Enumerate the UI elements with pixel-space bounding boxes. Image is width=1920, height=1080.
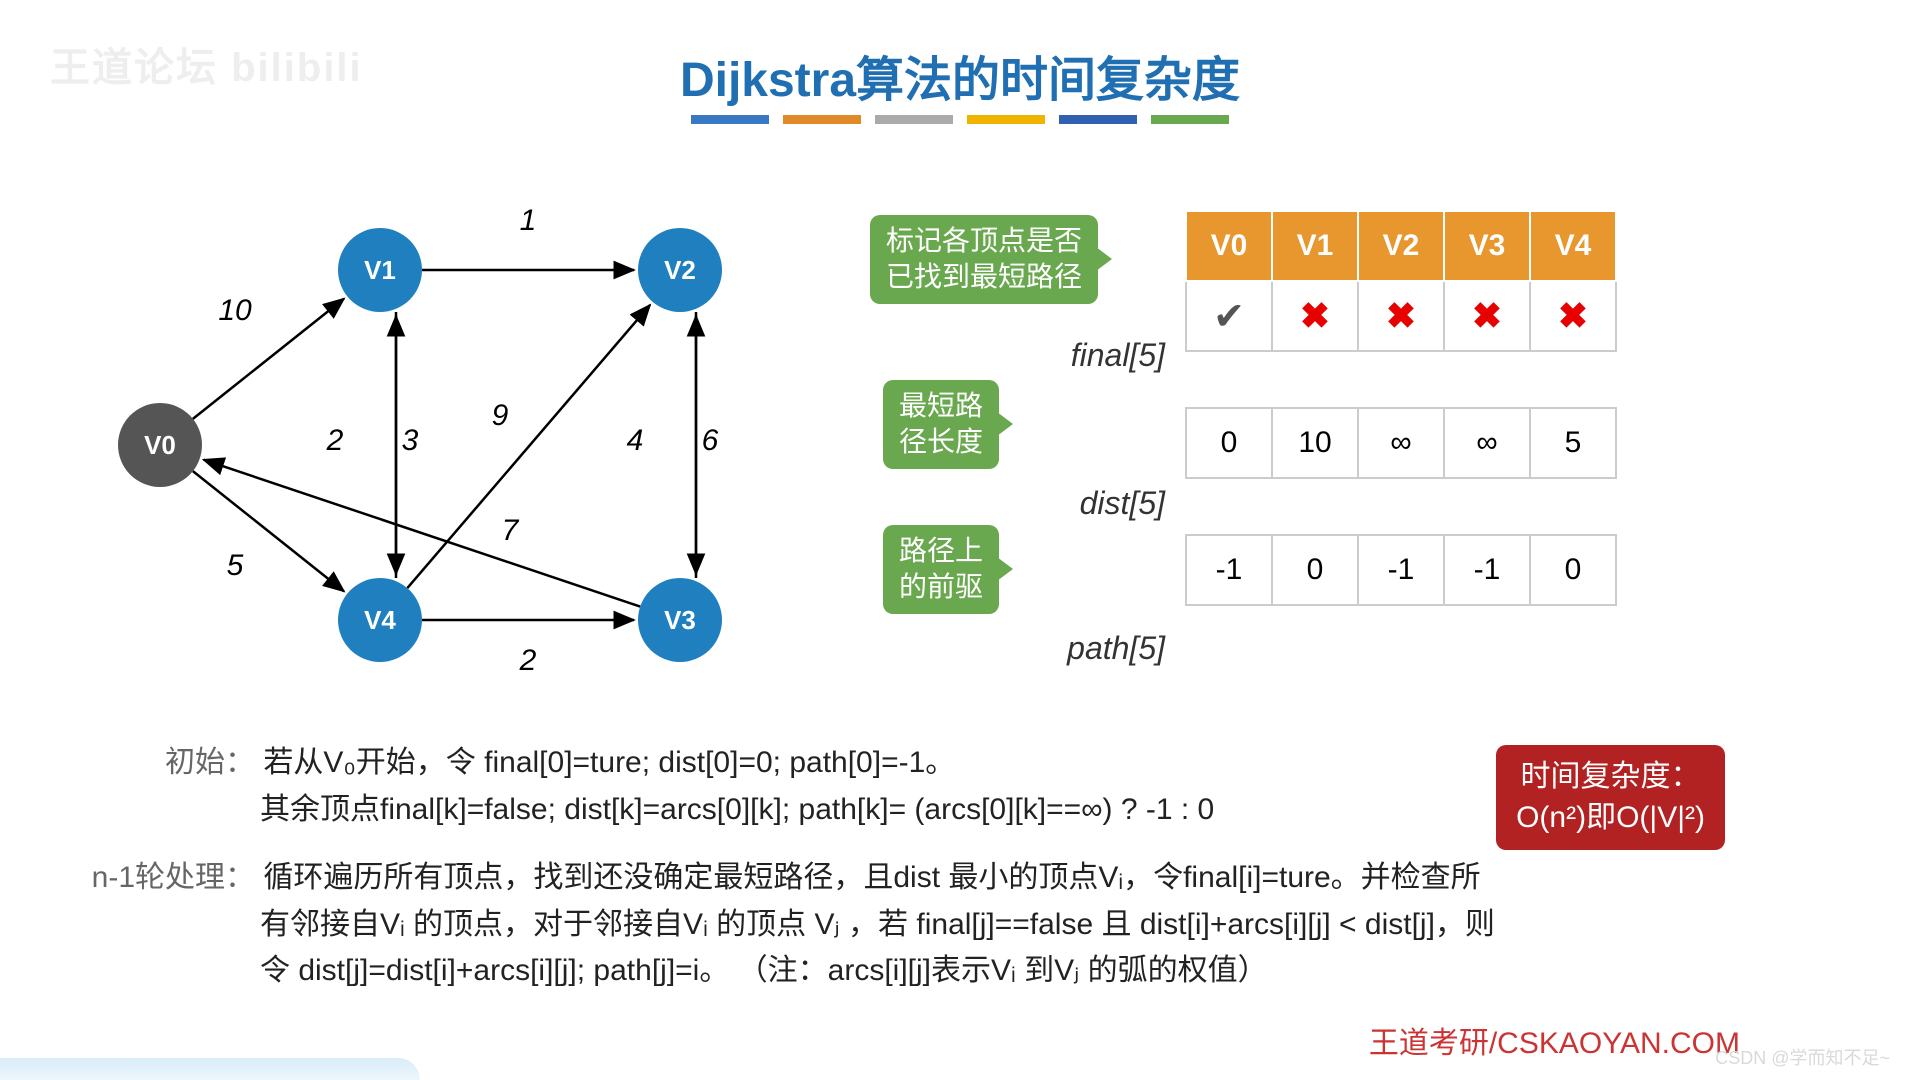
svg-text:10: 10 xyxy=(218,294,252,327)
table-header: V2 xyxy=(1358,211,1444,281)
svg-text:V3: V3 xyxy=(664,605,696,635)
label-dist: dist[5] xyxy=(1050,485,1165,522)
table-cell: ✖ xyxy=(1444,281,1530,351)
table-cell: -1 xyxy=(1186,535,1272,605)
loop-line1: 循环遍历所有顶点，找到还没确定最短路径，且dist 最小的顶点Vᵢ，令final… xyxy=(263,861,1480,894)
table-cell: ✖ xyxy=(1358,281,1444,351)
footer-wave xyxy=(0,1058,420,1080)
bubble-dist-l2: 径长度 xyxy=(899,426,983,457)
table-cell: ✖ xyxy=(1530,281,1616,351)
label-path: path[5] xyxy=(1035,630,1165,667)
table-header: V1 xyxy=(1272,211,1358,281)
svg-text:2: 2 xyxy=(519,644,537,677)
svg-text:9: 9 xyxy=(492,399,509,432)
bubble-final-l2: 已找到最短路径 xyxy=(886,261,1082,292)
table-cell: 0 xyxy=(1186,408,1272,478)
bubble-path-l1: 路径上 xyxy=(899,535,983,566)
svg-text:3: 3 xyxy=(402,424,419,457)
table-cell: ∞ xyxy=(1444,408,1530,478)
svg-text:2: 2 xyxy=(326,424,344,457)
table-header: V3 xyxy=(1444,211,1530,281)
svg-text:1: 1 xyxy=(520,204,537,237)
watermark-left: 王道论坛 bilibili xyxy=(50,35,363,93)
bubble-path: 路径上 的前驱 xyxy=(883,525,999,614)
init-line1: 若从V₀开始，令 final[0]=ture; dist[0]=0; path[… xyxy=(263,746,955,779)
notes-block: 初始： 若从V₀开始，令 final[0]=ture; dist[0]=0; p… xyxy=(160,740,1495,995)
bubble-final: 标记各顶点是否 已找到最短路径 xyxy=(870,215,1098,304)
table-dist: 010∞∞5 xyxy=(1185,407,1617,479)
svg-text:7: 7 xyxy=(502,514,520,547)
table-cell: 0 xyxy=(1272,535,1358,605)
footer-csdn: CSDN @学而知不足~ xyxy=(1715,1044,1890,1070)
svg-text:V4: V4 xyxy=(364,605,396,635)
table-header: V0 xyxy=(1186,211,1272,281)
bubble-dist-l1: 最短路 xyxy=(899,390,983,421)
page-title: Dijkstra算法的时间复杂度 xyxy=(680,40,1240,110)
init-label: 初始： xyxy=(160,740,255,787)
table-cell: -1 xyxy=(1358,535,1444,605)
loop-label: n-1轮处理： xyxy=(65,855,255,902)
svg-text:6: 6 xyxy=(702,424,719,457)
table-cell: ∞ xyxy=(1358,408,1444,478)
label-final: final[5] xyxy=(1035,337,1165,374)
svg-text:5: 5 xyxy=(227,549,244,582)
table-header: V4 xyxy=(1530,211,1616,281)
svg-text:V1: V1 xyxy=(364,255,396,285)
table-header-final: V0V1V2V3V4 ✔✖✖✖✖ xyxy=(1185,210,1617,352)
svg-text:4: 4 xyxy=(627,424,644,457)
loop-line3: 令 dist[j]=dist[i]+arcs[i][j]; path[j]=i。… xyxy=(260,954,1268,987)
svg-text:V0: V0 xyxy=(144,430,176,460)
graph-diagram: V0 V1 V2 V3 V4 10 1 5 2 3 9 4 6 7 2 xyxy=(90,170,790,730)
table-cell: -1 xyxy=(1444,535,1530,605)
table-cell: ✔ xyxy=(1186,281,1272,351)
svg-text:V2: V2 xyxy=(664,255,696,285)
complexity-l2: O(n²)即O(|V|²) xyxy=(1516,801,1705,834)
bubble-final-l1: 标记各顶点是否 xyxy=(886,225,1082,256)
complexity-box: 时间复杂度： O(n²)即O(|V|²) xyxy=(1496,745,1725,850)
table-cell: ✖ xyxy=(1272,281,1358,351)
bubble-path-l2: 的前驱 xyxy=(899,571,983,602)
tables-block: V0V1V2V3V4 ✔✖✖✖✖ 010∞∞5 -10-1-10 xyxy=(1185,210,1617,606)
bubble-dist: 最短路 径长度 xyxy=(883,380,999,469)
table-path: -10-1-10 xyxy=(1185,534,1617,606)
table-cell: 5 xyxy=(1530,408,1616,478)
loop-line2: 有邻接自Vᵢ 的顶点，对于邻接自Vᵢ 的顶点 Vⱼ ，若 final[j]==f… xyxy=(260,908,1495,941)
footer-brand: 王道考研/CSKAOYAN.COM xyxy=(1369,1018,1740,1062)
init-line2: 其余顶点final[k]=false; dist[k]=arcs[0][k]; … xyxy=(260,793,1214,826)
table-cell: 0 xyxy=(1530,535,1616,605)
complexity-l1: 时间复杂度： xyxy=(1521,760,1701,793)
table-cell: 10 xyxy=(1272,408,1358,478)
title-underline xyxy=(691,115,1229,124)
